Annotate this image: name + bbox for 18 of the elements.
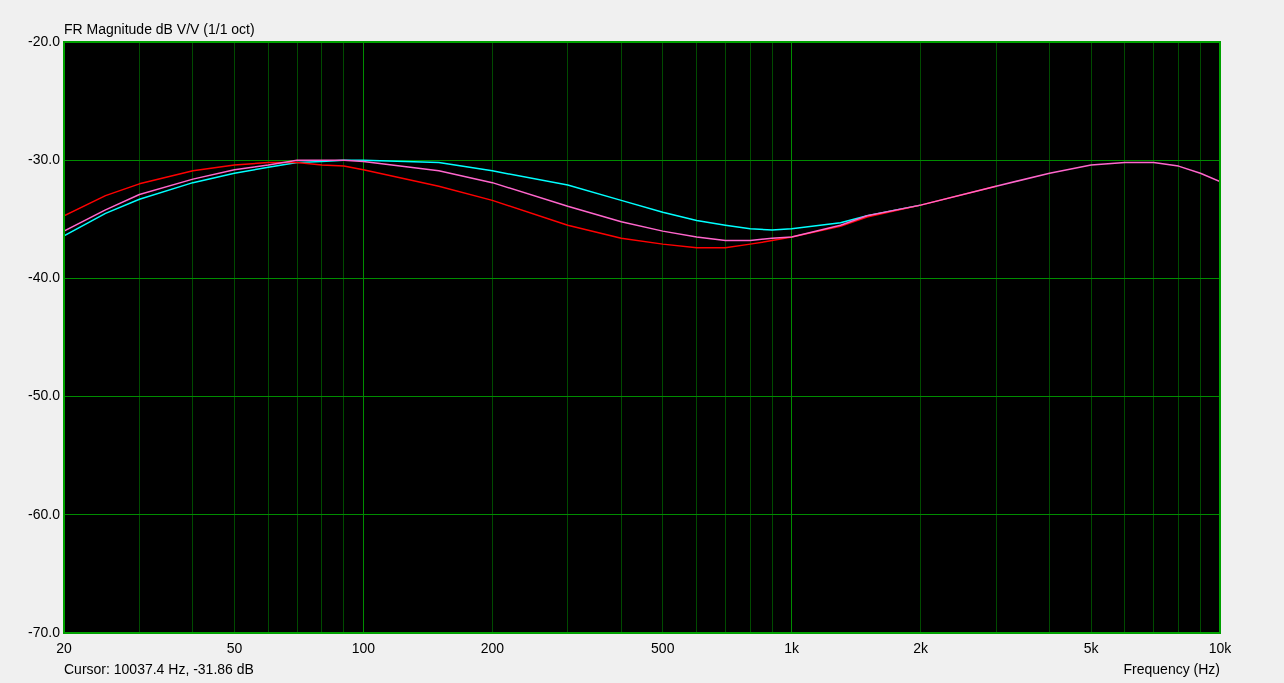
x-tick-label: 2k [913, 640, 930, 657]
y-tick-label: -30.0 [28, 151, 61, 168]
x-axis-title: Frequency (Hz) [1123, 661, 1220, 678]
y-tick-label: -60.0 [28, 505, 61, 522]
x-tick-label: 1k [784, 640, 801, 657]
x-tick-label: 200 [480, 640, 505, 657]
chart-title: FR Magnitude dB V/V (1/1 oct) [64, 21, 255, 38]
x-tick-label: 5k [1083, 640, 1100, 657]
y-tick-label: -70.0 [28, 623, 61, 640]
x-tick-label: 100 [351, 640, 376, 657]
x-tick-label: 500 [651, 640, 675, 657]
x-tick-label: 10k [1208, 640, 1233, 657]
x-tick-label: 50 [226, 640, 243, 657]
y-tick-label: -50.0 [28, 387, 61, 404]
text: Cursor: 10037.4 Hz, -31.86 dB [64, 660, 254, 677]
y-tick-label: -20.0 [28, 32, 61, 49]
y-tick-label: -40.0 [28, 269, 61, 286]
x-tick-label: 20 [56, 640, 72, 657]
